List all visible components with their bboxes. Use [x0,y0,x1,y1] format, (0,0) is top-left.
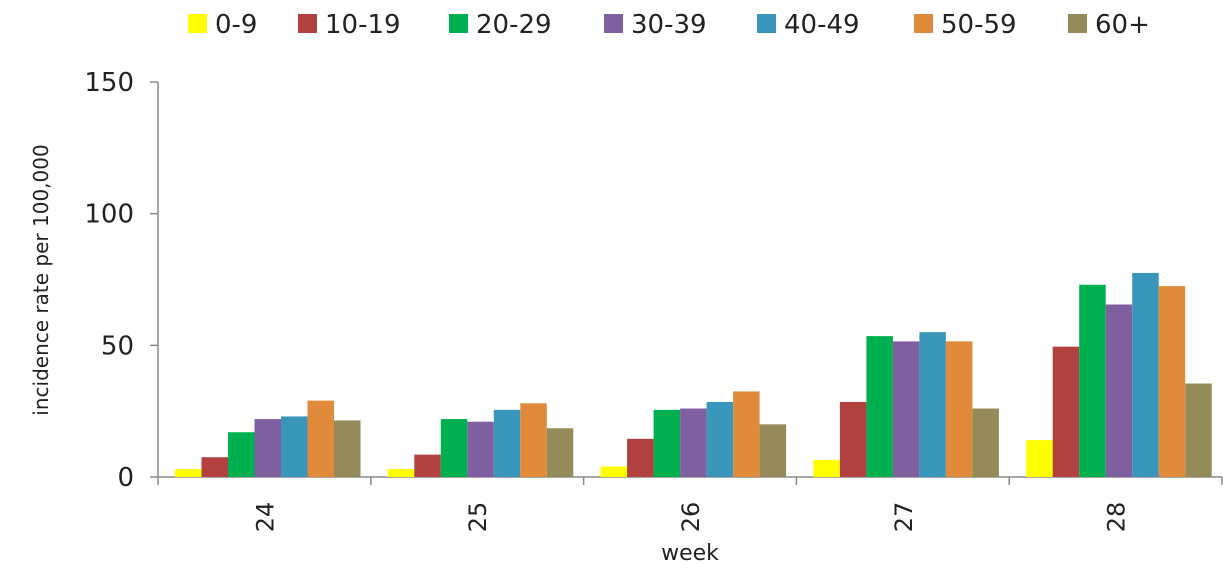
bar-0-9-week-25 [387,469,415,477]
bar-40-49-week-24 [281,416,308,477]
bar-0-9-week-28 [1026,440,1053,477]
bar-20-29-week-27 [866,336,893,477]
bar-10-19-week-24 [201,457,228,477]
legend-swatch [914,14,933,33]
bar-40-49-week-28 [1132,272,1159,477]
legend-label: 0-9 [215,10,257,40]
x-axis: 24 25 26 27 28 [157,476,1223,533]
bar-40-49-week-27 [919,332,946,477]
legend-swatch [188,14,207,33]
y-axis-title: incidence rate per 100,000 [29,144,53,415]
x-tick-label: 26 [677,502,705,533]
legend-swatch [1068,14,1087,33]
bar-0-9-week-26 [600,466,628,477]
bar-20-29-week-28 [1079,284,1106,477]
legend-label: 60+ [1095,10,1150,40]
bar-60+-week-25 [546,428,574,477]
x-axis-title: week [661,541,719,566]
bar-30-39-week-28 [1105,304,1133,477]
bar-40-49-week-26 [706,401,734,477]
legend-label: 20-29 [476,10,552,40]
y-tick-label: 50 [101,331,134,361]
bar-10-19-week-25 [414,454,441,477]
bar-10-19-week-26 [627,438,654,477]
bar-30-39-week-27 [892,341,920,477]
bar-50-59-week-27 [945,341,973,477]
bar-0-9-week-27 [813,459,840,477]
bar-10-19-week-27 [839,401,867,477]
bar-10-19-week-28 [1052,346,1080,477]
bar-30-39-week-25 [467,421,494,477]
bar-40-49-week-25 [493,409,521,477]
x-tick-label: 28 [1103,502,1131,533]
bar-50-59-week-28 [1158,286,1186,477]
legend-label: 50-59 [941,10,1017,40]
bar-50-59-week-26 [733,391,760,477]
x-tick-label: 27 [890,502,918,533]
bar-20-29-week-24 [228,432,255,477]
legend-label: 30-39 [631,10,707,40]
bar-30-39-week-26 [680,408,707,477]
legend-swatch [298,14,317,33]
bar-30-39-week-24 [254,419,281,477]
legend: 0-9 10-19 20-29 30-39 40-49 50-59 60+ [188,10,1150,40]
y-tick-label: 100 [84,200,134,230]
bars [175,272,1212,477]
legend-swatch [604,14,623,33]
bar-50-59-week-24 [307,400,334,477]
y-tick-label: 0 [117,463,134,493]
y-axis: 0 50 100 150 [84,68,159,493]
legend-swatch [449,14,468,33]
legend-label: 10-19 [325,10,401,40]
bar-60+-week-28 [1185,383,1212,477]
bar-20-29-week-26 [653,409,681,477]
legend-swatch [757,14,776,33]
y-tick-label: 150 [84,68,134,98]
bar-60+-week-26 [759,424,787,477]
x-tick-label: 24 [251,502,279,533]
bar-60+-week-24 [334,420,361,477]
bar-60+-week-27 [972,408,999,477]
bar-0-9-week-24 [175,469,202,477]
bar-50-59-week-25 [520,403,547,477]
x-tick-label: 25 [464,502,492,533]
bar-20-29-week-25 [440,419,468,477]
legend-label: 40-49 [784,10,860,40]
